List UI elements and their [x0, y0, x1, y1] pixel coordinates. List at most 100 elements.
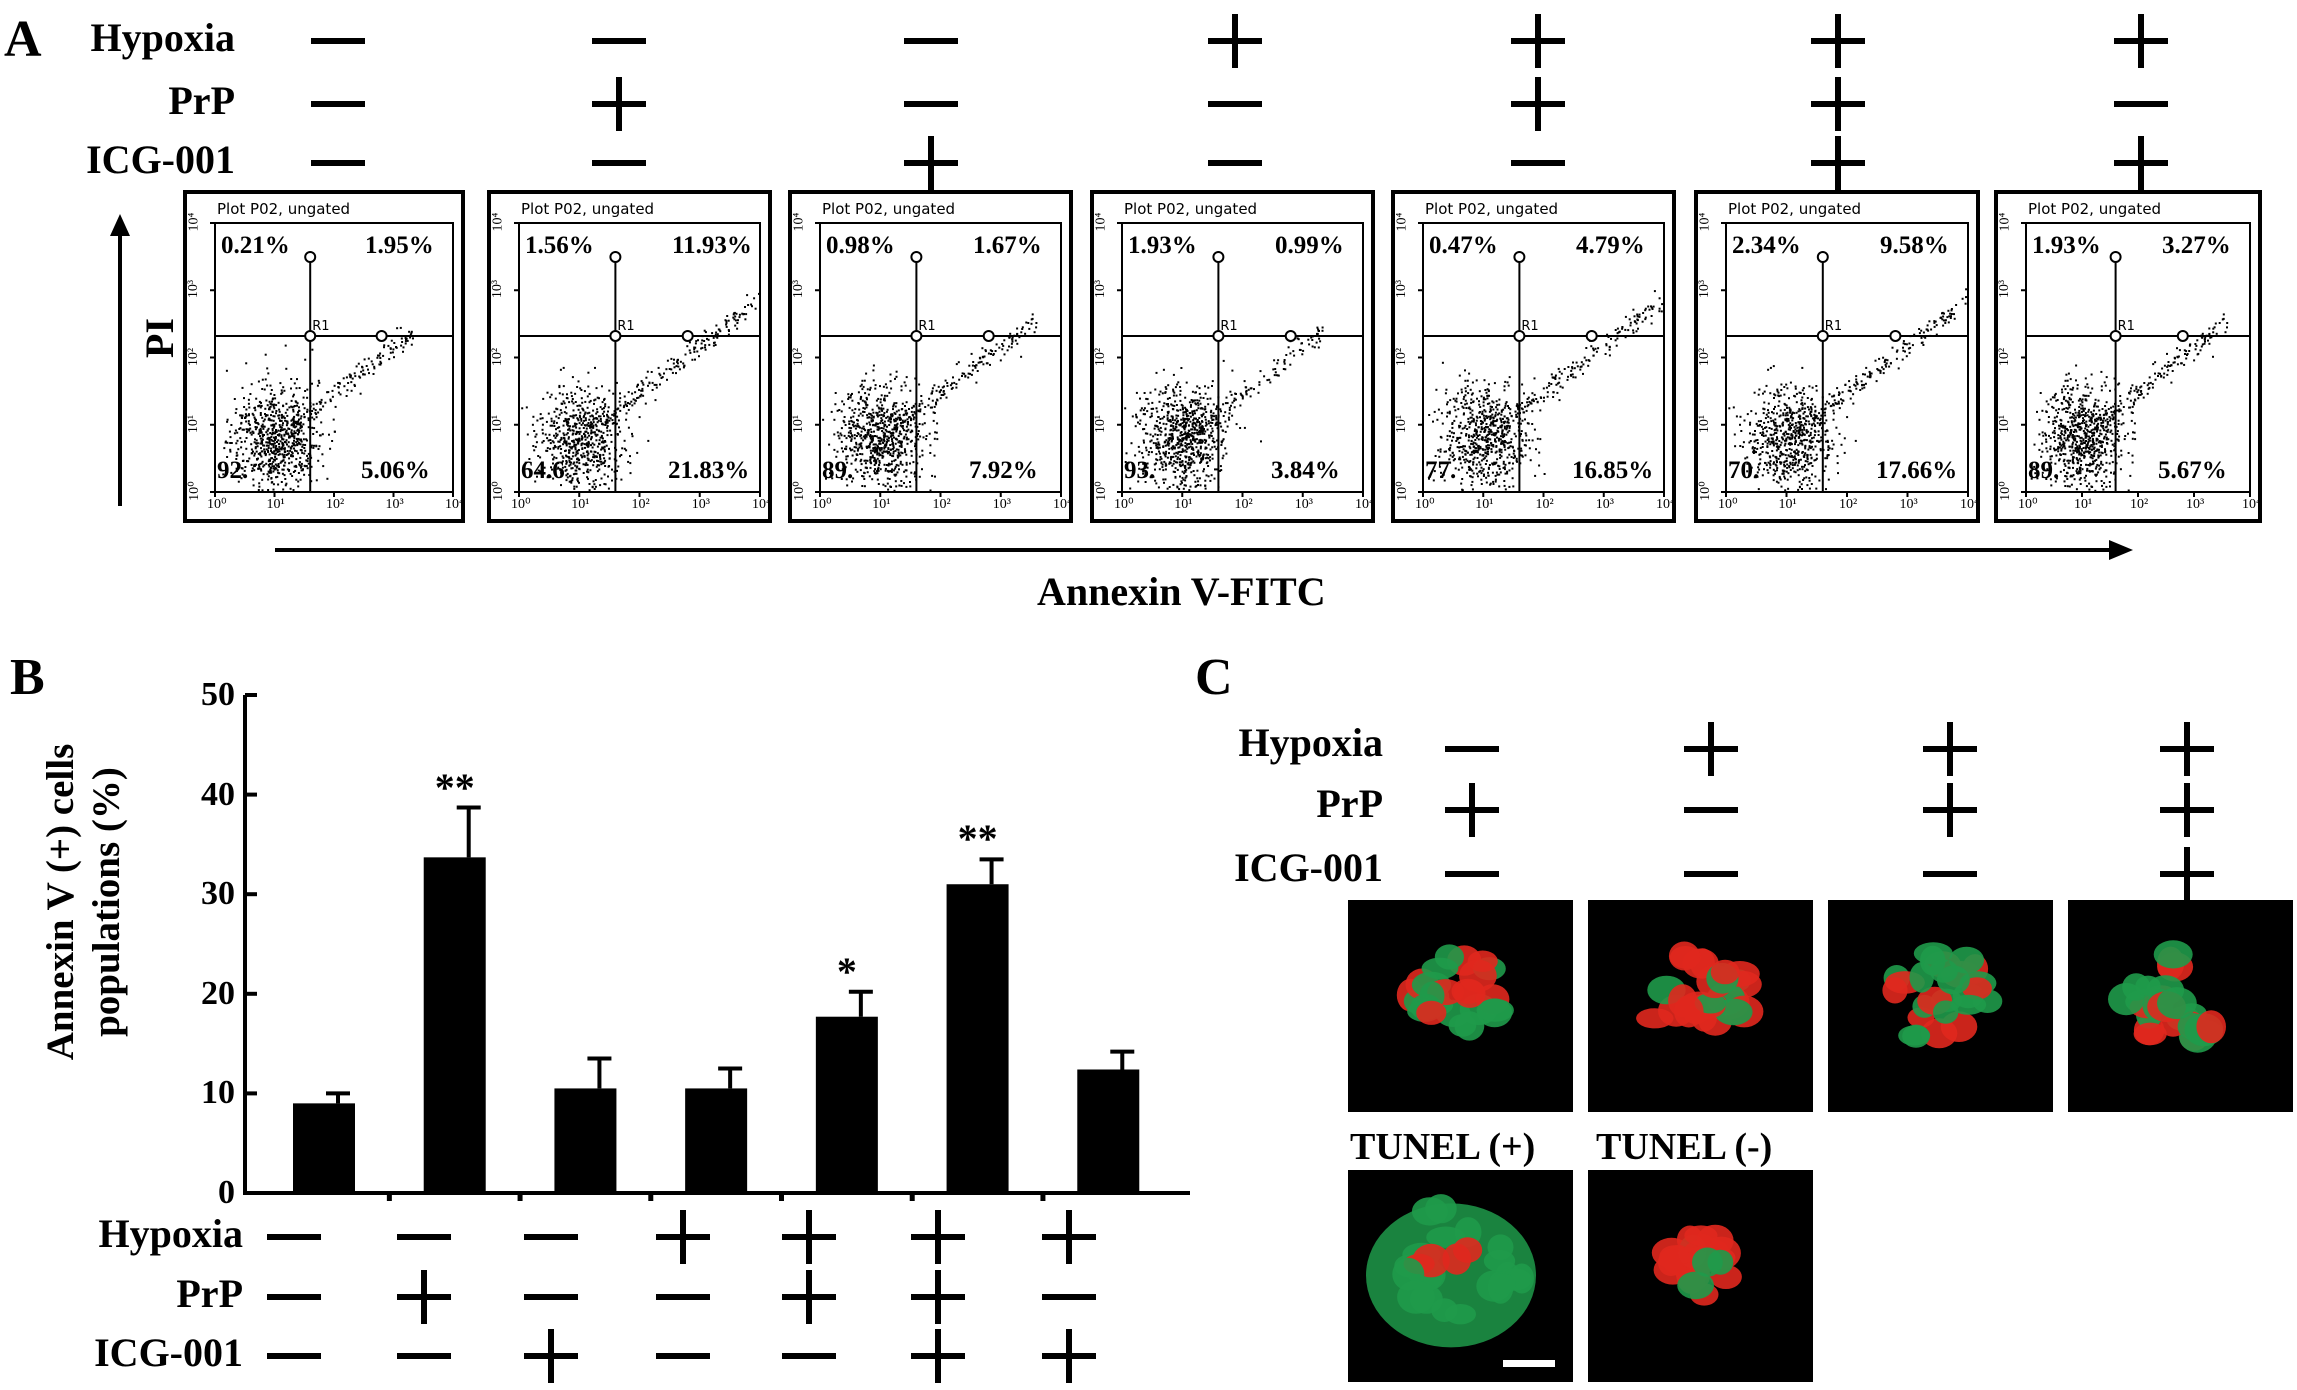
panel-a-minus-sign	[589, 11, 647, 69]
panel-b-minus-sign	[264, 1207, 322, 1265]
pi-axis-arrow	[110, 214, 130, 506]
panel-b-label-hypoxia: Hypoxia	[98, 1211, 243, 1256]
flow-cytometry-plot: Plot P02, ungated R1 10⁰ 10¹ 10² 10³ 10⁴ 10⁰ 10¹…	[183, 190, 465, 523]
plot-header: Plot P02, ungated	[822, 200, 956, 218]
x-tick-label: 10⁴	[2242, 497, 2261, 512]
error-bar	[848, 989, 873, 1017]
panel-c-plus-sign	[2157, 844, 2214, 901]
plot-header: Plot P02, ungated	[2028, 200, 2162, 218]
gate-label: R1	[312, 318, 330, 334]
panel-c-label-icg-001: ICG-001	[1234, 845, 1383, 890]
x-tick-label: 10²	[2130, 497, 2149, 512]
panel-a-minus-sign	[901, 74, 959, 132]
x-tick-label: 10³	[691, 497, 710, 512]
panel-b-minus-sign	[521, 1267, 579, 1325]
flow-cytometry-plot: Plot P02, ungated R1 10⁰ 10¹ 10² 10³ 10⁴ 10⁰ 10¹…	[1994, 190, 2262, 523]
quadrant-percentage: 0.99%	[1275, 232, 1344, 259]
plot-header: Plot P02, ungated	[521, 200, 655, 218]
panel-a-minus-sign	[1205, 133, 1263, 191]
flow-cytometry-plot: Plot P02, ungated R1 10⁰ 10¹ 10² 10³ 10⁴ 10⁰ 10¹…	[1090, 190, 1375, 523]
panel-a-plus-sign	[1808, 11, 1866, 69]
x-tick-label: 10¹	[1174, 497, 1193, 512]
panel-c-plus-sign	[1442, 780, 1499, 837]
significance-marker: **	[957, 816, 998, 862]
panel-a-plus-sign	[1205, 11, 1263, 69]
x-tick-label: 10³	[385, 497, 404, 512]
panel-a-plus-sign	[2111, 11, 2169, 69]
quadrant-percentage: 2.34%	[1732, 232, 1801, 259]
quadrant-percentage: 11.93%	[672, 232, 752, 259]
panel-c-plus-sign	[1681, 719, 1738, 776]
significance-marker: *	[836, 948, 857, 994]
x-tick-label: 10³	[1595, 497, 1614, 512]
bar	[815, 1016, 878, 1193]
panel-b-label-icg-001: ICG-001	[94, 1330, 243, 1375]
y-tick-label: 50	[201, 676, 235, 713]
x-tick-label: 10³	[1294, 497, 1313, 512]
quadrant-percentage: 1.93%	[1128, 232, 1197, 259]
bar	[685, 1088, 748, 1193]
panel-a-label-prp: PrP	[168, 78, 235, 123]
quadrant-percentage: 5.06%	[361, 457, 430, 484]
quadrant-percentage: 77.	[1425, 457, 1457, 484]
panel-b-minus-sign	[653, 1267, 711, 1325]
panel-a-plus-sign	[1808, 74, 1866, 132]
tunel-microscopy-image	[1588, 900, 1813, 1112]
x-tick-label: 10⁰	[1415, 497, 1435, 512]
panel-c-letter: C	[1195, 649, 1233, 706]
panel-a-plus-sign	[901, 133, 959, 191]
panel-a-letter: A	[4, 11, 42, 68]
error-bar	[718, 1066, 743, 1089]
panel-b-minus-sign	[653, 1326, 711, 1384]
x-tick-label: 10⁰	[511, 497, 531, 512]
flow-cytometry-plot: Plot P02, ungated R1 10⁰ 10¹ 10² 10³ 10⁴ 10⁰ 10¹…	[1694, 190, 1980, 523]
panel-a-plus-sign	[589, 74, 647, 132]
panel-a-label-hypoxia: Hypoxia	[90, 15, 235, 60]
panel-c-minus-sign	[1920, 844, 1977, 896]
y-tick-label: 30	[201, 875, 235, 913]
tunel-microscopy-image	[1348, 1170, 1573, 1382]
x-tick-label: 10²	[1839, 497, 1858, 512]
y-tick-label: 0	[218, 1174, 235, 1211]
panel-a-minus-sign	[901, 11, 959, 69]
quadrant-percentage: 3.27%	[2162, 232, 2231, 259]
quadrant-percentage: 4.79%	[1576, 232, 1645, 259]
gate-label: R1	[1521, 318, 1539, 334]
quadrant-percentage: 89.	[2028, 457, 2060, 484]
x-tick-label: 10²	[631, 497, 650, 512]
panel-b-plus-sign	[653, 1207, 711, 1265]
x-tick-label: 10⁰	[1114, 497, 1134, 512]
x-tick-label: 10¹	[1778, 497, 1797, 512]
panel-c-plus-sign	[1920, 719, 1977, 776]
x-tick-label: 10⁴	[1355, 497, 1374, 512]
plot-header: Plot P02, ungated	[1728, 200, 1862, 218]
bar	[293, 1103, 355, 1193]
x-tick-label: 10⁴	[1053, 497, 1072, 512]
x-tick-label: 10¹	[266, 497, 285, 512]
gate-label: R1	[617, 318, 635, 334]
panel-a-plus-sign	[2111, 133, 2169, 191]
error-bar	[456, 805, 481, 858]
panel-b-plus-sign	[1039, 1207, 1097, 1265]
x-tick-label: 10²	[326, 497, 345, 512]
x-tick-label: 10⁰	[207, 497, 227, 512]
quadrant-percentage: 1.56%	[525, 232, 594, 259]
bar	[1077, 1069, 1140, 1193]
x-tick-label: 10²	[1535, 497, 1554, 512]
quadrant-percentage: 89.	[822, 457, 854, 484]
quadrant-percentage: 3.84%	[1271, 457, 1340, 484]
panel-c-minus-sign	[1681, 844, 1738, 896]
annexin-axis-arrow	[275, 540, 2133, 560]
panel-b-plus-sign	[908, 1207, 966, 1265]
x-tick-label: 10¹	[2074, 497, 2093, 512]
gate-label: R1	[1824, 318, 1843, 334]
quadrant-percentage: 16.85%	[1572, 457, 1654, 484]
panel-a-minus-sign	[308, 133, 366, 191]
y-tick-label: 10	[201, 1074, 235, 1112]
panel-b-plus-sign	[779, 1267, 837, 1325]
tunel-microscopy-image	[1348, 900, 1573, 1112]
annexin-axis-label: Annexin V-FITC	[1037, 569, 1326, 614]
quadrant-percentage: 0.47%	[1429, 232, 1498, 259]
y-tick-label: 40	[201, 775, 235, 813]
plot-header: Plot P02, ungated	[1124, 200, 1258, 218]
